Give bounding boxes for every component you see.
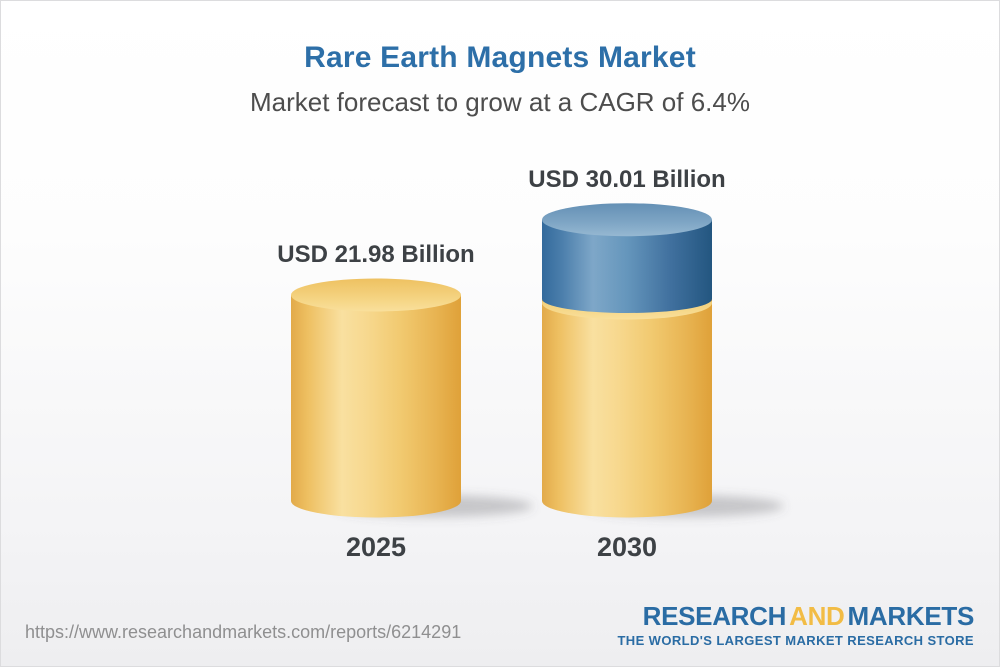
chart-title: Rare Earth Magnets Market (304, 41, 696, 74)
bar-category-label-2030: 2030 (596, 532, 658, 562)
chart-subtitle: Market forecast to grow at a CAGR of 6.4… (250, 87, 750, 117)
bar-2025 (291, 278, 461, 518)
logo-wordmark: RESEARCH AND MARKETS (617, 601, 975, 631)
bar-2030 (542, 203, 712, 518)
bar-category-label-2025: 2025 (345, 532, 407, 562)
bar-value-label-2025: USD 21.98 Billion (277, 241, 475, 268)
bar-value-label-2030: USD 30.01 Billion (528, 165, 726, 193)
research-and-markets-logo: RESEARCH AND MARKETS THE WORLD'S LARGEST M… (617, 602, 974, 648)
report-url: https://www.researchandmarkets.com/repor… (25, 622, 462, 642)
logo-word-markets: MARKETS (847, 601, 975, 631)
logo-word-research: RESEARCH (642, 601, 787, 631)
logo-tagline: THE WORLD'S LARGEST MARKET RESEARCH STOR… (617, 632, 974, 648)
logo-word-and: AND (789, 601, 845, 631)
